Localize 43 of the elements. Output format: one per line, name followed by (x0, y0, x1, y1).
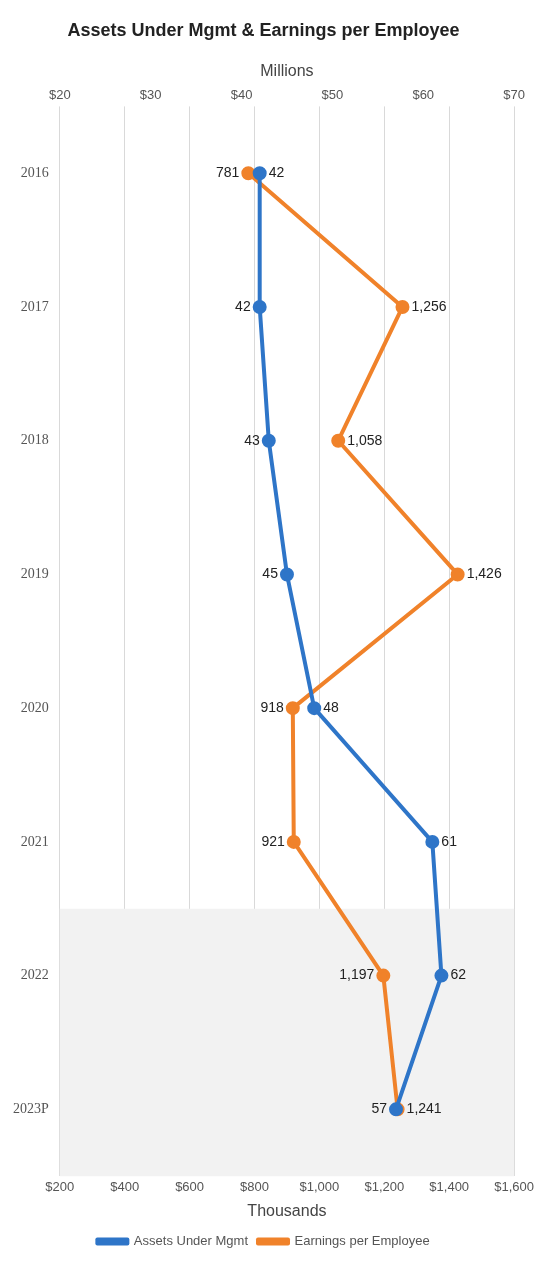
legend-label: Assets Under Mgmt (133, 1233, 249, 1249)
x2-tick-label: $40 (230, 87, 253, 103)
y-tick-label: 2020 (20, 699, 49, 715)
y-tick-label: 2017 (20, 298, 49, 314)
x2-tick-label: $50 (321, 87, 344, 103)
data-label: 42 (268, 164, 285, 181)
y-tick-label: 2021 (20, 833, 49, 849)
data-label: 61 (441, 832, 458, 849)
y-tick-label: 2023P (12, 1101, 49, 1117)
x-tick-label: $1,200 (364, 1178, 405, 1194)
data-label: 45 (262, 565, 279, 582)
y-tick-label: 2019 (20, 566, 49, 582)
data-label: 43 (244, 431, 260, 448)
x2-tick-label: $60 (412, 87, 435, 103)
x-tick-label: $600 (175, 1178, 205, 1194)
data-label: 1,058 (347, 431, 383, 448)
data-label: 42 (235, 297, 251, 314)
data-label: 62 (450, 966, 467, 983)
legend-label: Earnings per Employee (294, 1233, 430, 1249)
x-tick-label: $1,400 (429, 1178, 470, 1194)
x2-axis-title: Millions (260, 61, 314, 79)
data-label: 781 (215, 164, 240, 181)
data-label: 57 (371, 1100, 388, 1117)
x-tick-label: $200 (45, 1178, 75, 1194)
data-label: 1,426 (466, 565, 502, 582)
data-label: 48 (323, 699, 339, 716)
x2-tick-label: $70 (503, 87, 525, 103)
x-tick-label: $400 (110, 1178, 140, 1194)
y-tick-label: 2018 (20, 432, 49, 448)
x-tick-label: $1,000 (299, 1178, 340, 1194)
chart-title: Assets Under Mgmt & Earnings per Employee (67, 19, 460, 40)
y-tick-label: 2016 (20, 164, 49, 180)
x2-tick-label: $30 (139, 87, 162, 103)
data-label: 1,241 (406, 1100, 442, 1117)
data-label: 921 (261, 832, 285, 849)
x-axis-title: Thousands (247, 1201, 327, 1219)
data-label: 918 (260, 699, 285, 716)
y-tick-label: 2022 (20, 967, 49, 983)
x2-tick-label: $20 (48, 87, 71, 103)
data-label: 1,256 (411, 297, 447, 314)
x-tick-label: $800 (240, 1178, 269, 1194)
data-label: 1,197 (339, 966, 375, 983)
x-tick-label: $1,600 (494, 1178, 534, 1194)
